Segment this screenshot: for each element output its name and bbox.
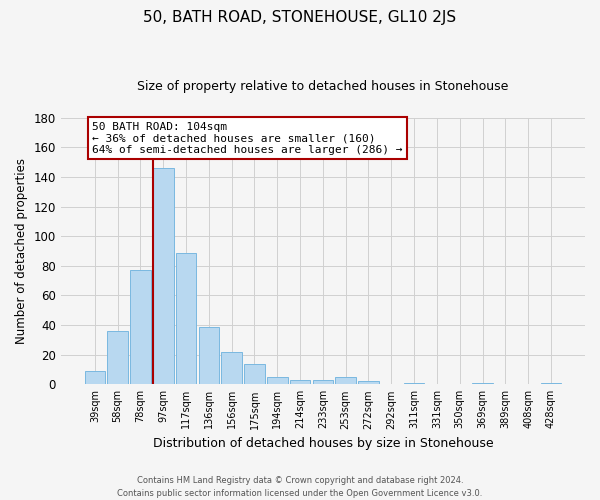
Bar	[176, 252, 196, 384]
Bar	[358, 382, 379, 384]
X-axis label: Distribution of detached houses by size in Stonehouse: Distribution of detached houses by size …	[152, 437, 493, 450]
Bar	[335, 377, 356, 384]
Bar	[199, 326, 219, 384]
Bar	[313, 380, 333, 384]
Y-axis label: Number of detached properties: Number of detached properties	[15, 158, 28, 344]
Text: 50, BATH ROAD, STONEHOUSE, GL10 2JS: 50, BATH ROAD, STONEHOUSE, GL10 2JS	[143, 10, 457, 25]
Bar	[290, 380, 310, 384]
Title: Size of property relative to detached houses in Stonehouse: Size of property relative to detached ho…	[137, 80, 509, 93]
Bar	[107, 331, 128, 384]
Bar	[244, 364, 265, 384]
Text: 50 BATH ROAD: 104sqm
← 36% of detached houses are smaller (160)
64% of semi-deta: 50 BATH ROAD: 104sqm ← 36% of detached h…	[92, 122, 403, 155]
Bar	[541, 383, 561, 384]
Text: Contains HM Land Registry data © Crown copyright and database right 2024.
Contai: Contains HM Land Registry data © Crown c…	[118, 476, 482, 498]
Bar	[404, 383, 424, 384]
Bar	[130, 270, 151, 384]
Bar	[221, 352, 242, 384]
Bar	[85, 371, 105, 384]
Bar	[153, 168, 173, 384]
Bar	[472, 383, 493, 384]
Bar	[267, 377, 287, 384]
